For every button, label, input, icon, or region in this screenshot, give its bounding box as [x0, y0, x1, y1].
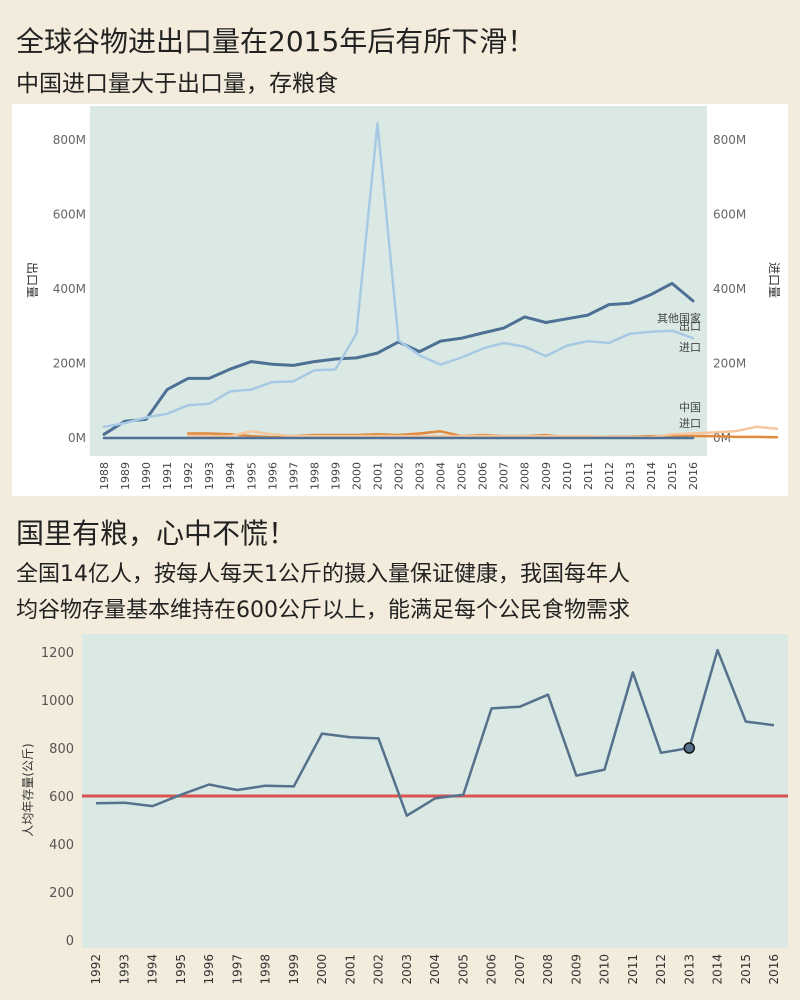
y-axis-label-left: 出口量: [25, 262, 39, 298]
x-tick: 1991: [161, 462, 174, 490]
x-tick: 2004: [435, 462, 448, 490]
annotation: 其他国家: [657, 311, 701, 325]
x-tick: 2015: [666, 462, 679, 490]
y-tick: 400: [49, 838, 74, 853]
y-tick: 600: [49, 790, 74, 805]
highlight-point: [683, 742, 695, 754]
x-tick: 2013: [682, 954, 696, 985]
y-tick-right: 600M: [713, 208, 746, 222]
y-tick: 200: [49, 886, 74, 901]
x-tick: 1999: [329, 462, 342, 490]
x-tick: 1997: [287, 462, 300, 490]
x-tick: 2004: [428, 954, 442, 985]
x-tick: 2006: [485, 954, 499, 985]
y-tick-left: 600M: [53, 208, 86, 222]
y-axis-label-right: 进口量: [767, 262, 781, 298]
subhead-1: 中国进口量大于出口量，存粮食: [16, 71, 338, 97]
annotation: 出口: [679, 319, 701, 333]
x-tick: 2001: [371, 462, 384, 490]
x-tick: 2016: [767, 954, 781, 985]
x-tick: 1992: [89, 954, 103, 985]
subhead-2-line-1: 全国14亿人，按每人每天1公斤的摄入量保证健康，我国每年人: [16, 562, 630, 587]
x-tick: 1996: [266, 462, 279, 490]
x-tick: 2010: [561, 462, 574, 490]
stock-line: [95, 648, 775, 817]
x-tick: 2008: [519, 462, 532, 490]
x-tick: 2012: [654, 954, 668, 985]
x-tick: 2015: [739, 954, 753, 985]
x-tick: 1998: [259, 954, 273, 985]
plot-area: [90, 106, 707, 456]
x-tick: 1997: [230, 954, 244, 985]
x-tick: 2001: [343, 954, 357, 985]
x-tick: 2009: [540, 462, 553, 490]
x-tick: 2003: [414, 462, 427, 490]
x-tick: 2011: [582, 462, 595, 490]
x-tick: 1994: [224, 462, 237, 490]
y-tick-right: 800M: [713, 133, 746, 147]
x-tick: 2005: [456, 954, 470, 985]
y-tick: 800: [49, 742, 74, 757]
x-tick: 2014: [711, 954, 725, 985]
annotation: 进口: [679, 417, 701, 430]
x-tick: 1996: [202, 954, 216, 985]
y-tick: 1200: [41, 646, 74, 661]
x-tick: 2005: [456, 462, 469, 490]
annotation: 中国: [679, 401, 701, 414]
x-tick: 2009: [569, 954, 583, 985]
x-tick: 1993: [203, 462, 216, 490]
x-tick: 2008: [541, 954, 555, 985]
headline-2: 国里有粮，心中不慌！: [16, 517, 297, 550]
x-tick: 2011: [626, 954, 640, 985]
x-tick: 1993: [117, 954, 131, 985]
x-tick: 2007: [513, 954, 527, 985]
y-tick-left: 800M: [53, 133, 86, 147]
y-tick-right: 200M: [713, 357, 746, 371]
y-tick-left: 200M: [53, 357, 86, 371]
x-tick: 1998: [308, 462, 321, 490]
y-tick-left: 0M: [68, 431, 86, 445]
y-tick-right: 0M: [713, 431, 731, 445]
x-tick: 1988: [98, 462, 111, 490]
x-tick: 1999: [287, 954, 301, 985]
x-tick: 2013: [624, 462, 637, 490]
subhead-2-line-2: 均谷物存量基本维持在600公斤以上，能满足每个公民食物需求: [16, 598, 630, 623]
y-tick-left: 400M: [53, 282, 86, 296]
x-tick: 2000: [350, 462, 363, 490]
x-tick: 2016: [687, 462, 700, 490]
x-tick: 1990: [140, 462, 153, 490]
x-tick: 2006: [477, 462, 490, 490]
x-tick: 2014: [645, 462, 658, 490]
x-tick: 1995: [245, 462, 258, 490]
x-tick: 2007: [498, 462, 511, 490]
x-tick: 1995: [174, 954, 188, 985]
headline-1: 全球谷物进出口量在2015年后有所下滑！: [16, 25, 536, 58]
x-tick: 2002: [372, 954, 386, 985]
y-tick-right: 400M: [713, 282, 746, 296]
y-axis-label: 人均年存量(公斤): [21, 743, 35, 836]
y-tick: 1000: [41, 694, 74, 709]
x-tick: 2002: [393, 462, 406, 490]
trade-chart: 0M 0M 200M 200M 400M 400M 600M 600M 800M 800M 1988…: [12, 104, 788, 496]
x-tick: 1992: [182, 462, 195, 490]
annotation: 进口: [679, 341, 701, 354]
plot-area: [82, 634, 788, 948]
x-tick: 1989: [119, 462, 132, 490]
x-tick: 2012: [603, 462, 616, 490]
x-tick: 2003: [400, 954, 414, 985]
y-tick: 0: [66, 934, 74, 949]
series-line-other_import: [102, 121, 695, 429]
series-line-china_import: [186, 425, 779, 439]
x-tick: 2010: [598, 954, 612, 985]
x-tick: 1994: [146, 954, 160, 985]
x-tick: 2000: [315, 954, 329, 985]
